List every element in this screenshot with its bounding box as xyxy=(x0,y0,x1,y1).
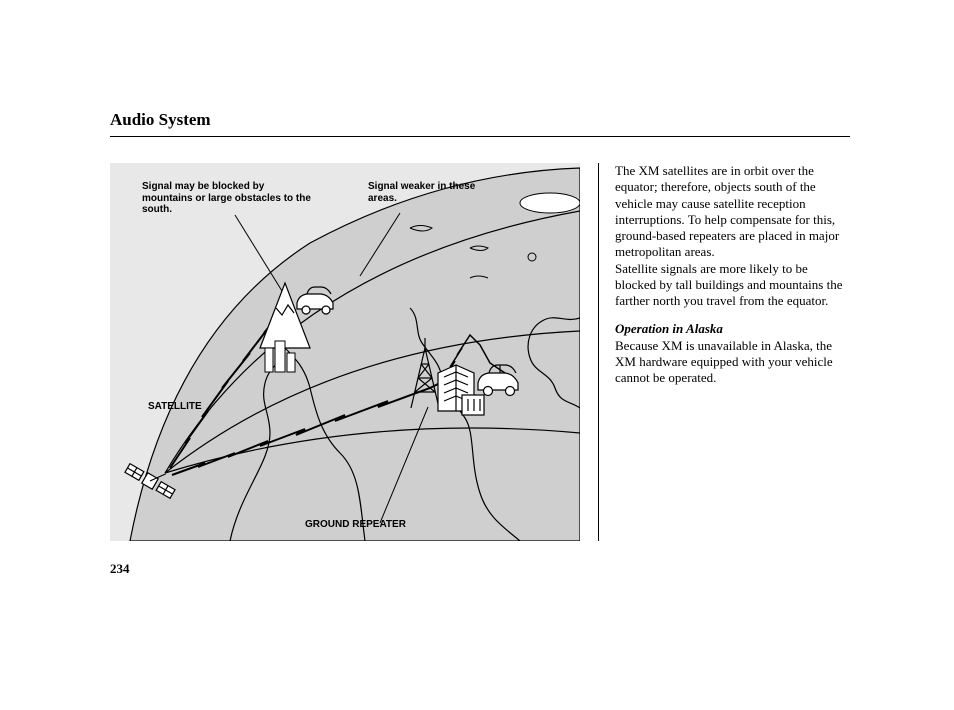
satellite-diagram: Signal may be blocked by mountains or la… xyxy=(110,163,580,541)
section-title: Audio System xyxy=(110,110,850,137)
body-p3: Because XM is unavailable in Alaska, the… xyxy=(615,338,850,387)
label-satellite: SATELLITE xyxy=(148,401,202,413)
body-group-2: Operation in Alaska Because XM is unavai… xyxy=(615,321,850,386)
sub-heading: Operation in Alaska xyxy=(615,321,850,337)
diagram-svg xyxy=(110,163,580,541)
label-weaker: Signal weaker in these areas. xyxy=(368,181,478,204)
label-repeater: GROUND REPEATER xyxy=(305,519,406,531)
manual-page: Audio System xyxy=(110,110,850,577)
body-p2: Satellite signals are more likely to be … xyxy=(615,261,850,310)
body-p1: The XM satellites are in orbit over the … xyxy=(615,163,850,261)
page-number: 234 xyxy=(110,561,850,577)
body-column: The XM satellites are in orbit over the … xyxy=(598,163,850,541)
body-group-1: The XM satellites are in orbit over the … xyxy=(615,163,850,309)
content-row: Signal may be blocked by mountains or la… xyxy=(110,163,850,541)
label-blocked: Signal may be blocked by mountains or la… xyxy=(142,181,312,216)
